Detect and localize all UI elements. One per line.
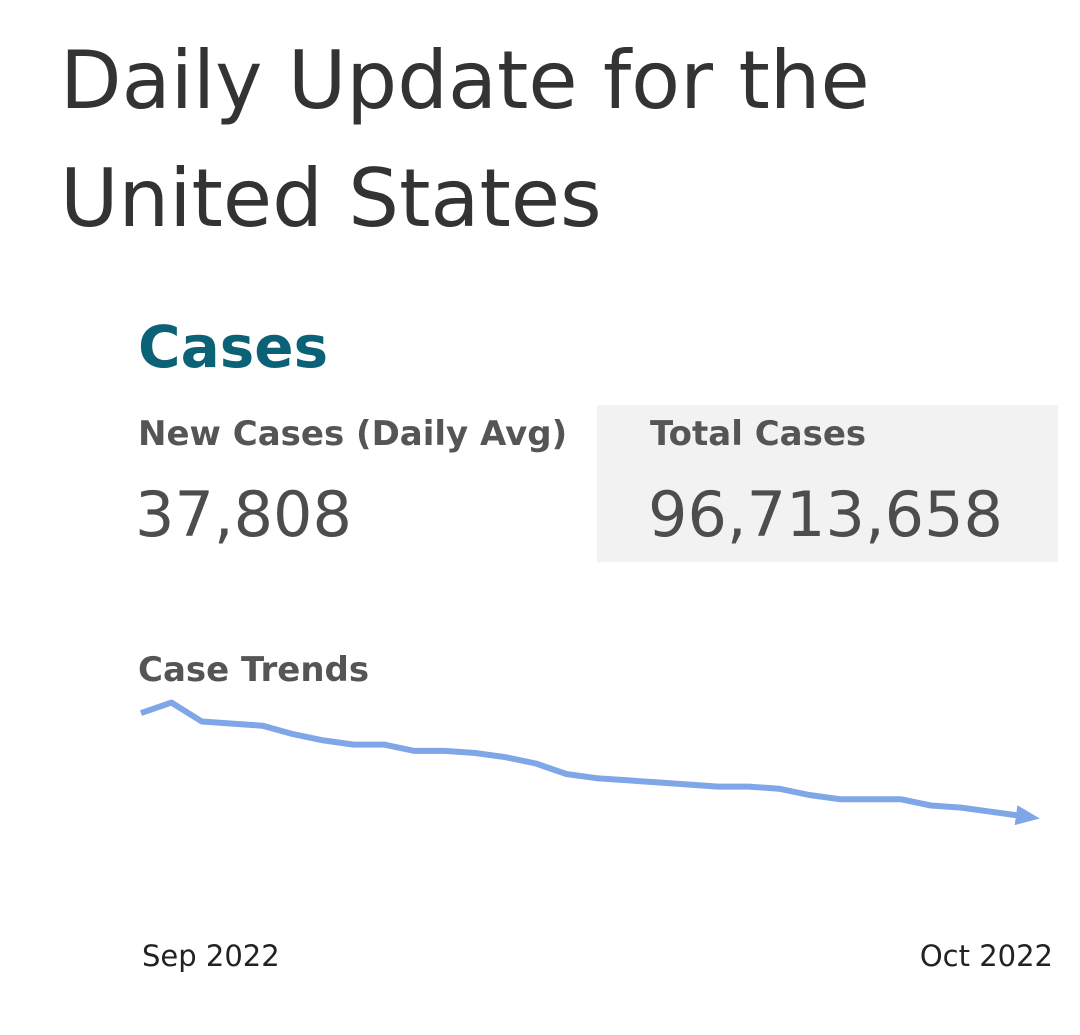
x-tick-label-start: Sep 2022 [142, 939, 280, 973]
total-cases-value: 96,713,658 [648, 478, 1003, 551]
page-title: Daily Update for the United States [60, 34, 870, 245]
trend-end-arrow-icon [1014, 805, 1040, 826]
x-tick-label-end: Oct 2022 [920, 939, 1053, 973]
total-cases-panel [597, 405, 1058, 562]
new-cases-value: 37,808 [135, 478, 352, 551]
total-cases-label: Total Cases [650, 414, 867, 454]
case-trend-line [140, 699, 1023, 819]
cases-section-title: Cases [138, 313, 329, 381]
case-trends-title: Case Trends [138, 650, 370, 690]
new-cases-label: New Cases (Daily Avg) [138, 414, 568, 454]
trend-series-group [140, 699, 1040, 826]
